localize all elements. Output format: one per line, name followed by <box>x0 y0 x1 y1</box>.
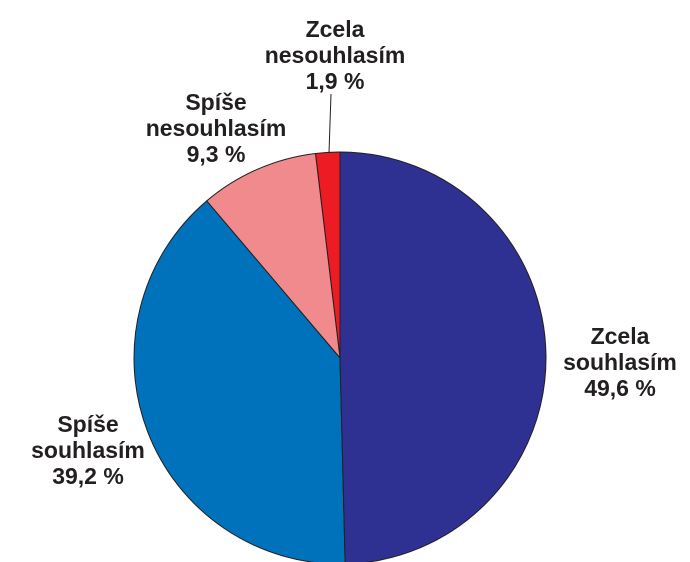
value-label: 49,6 % <box>584 375 656 401</box>
category-label: Spíše nesouhlasím <box>145 89 287 141</box>
value-label: 39,2 % <box>52 463 124 489</box>
pie-slice <box>206 152 341 360</box>
slice-label: Zcela nesouhlasím 1,9 % <box>240 16 430 94</box>
value-label: 1,9 % <box>305 68 365 94</box>
leader-line <box>328 93 332 154</box>
category-label: Zcela souhlasím <box>563 323 677 375</box>
value-label: 9,3 % <box>186 141 246 167</box>
slice-label: Spíše nesouhlasím 9,3 % <box>121 89 311 167</box>
pie-slice <box>339 151 547 562</box>
slice-label: Spíše souhlasím 39,2 % <box>0 411 183 489</box>
slice-label: Zcela souhlasím 49,6 % <box>525 323 690 401</box>
category-label: Spíše souhlasím <box>31 411 145 463</box>
category-label: Zcela nesouhlasím <box>264 16 406 68</box>
pie-slice <box>133 200 346 562</box>
